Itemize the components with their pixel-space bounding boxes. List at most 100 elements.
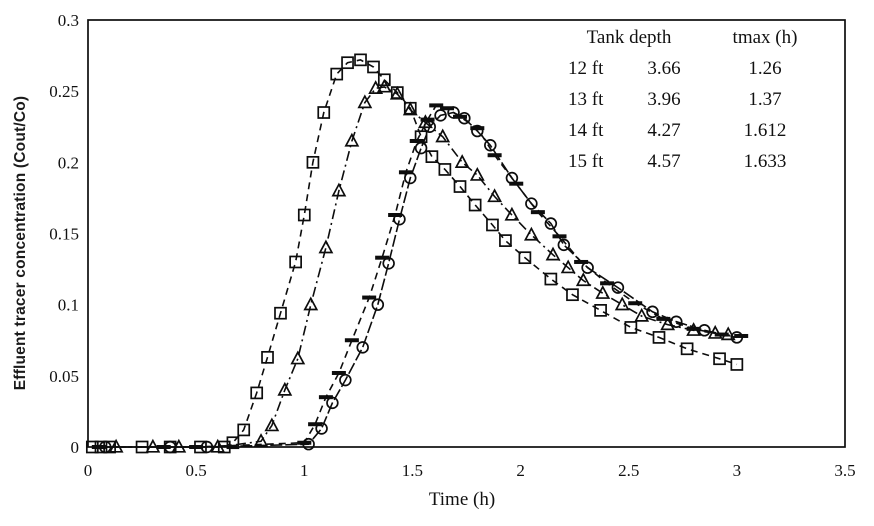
table-row-tmax-value: 1.633 bbox=[743, 151, 787, 172]
triangle-marker-icon bbox=[303, 296, 319, 311]
dash-marker-icon bbox=[429, 103, 444, 108]
inset-legend-table: Tank depth tmax (h) 12 ft 3.66 1.26 13 f… bbox=[556, 27, 828, 173]
x-tick-label: 1 bbox=[300, 461, 309, 480]
triangle-marker-icon bbox=[357, 94, 373, 109]
x-axis-title: Time (h) bbox=[428, 489, 496, 510]
circle-marker-icon bbox=[525, 197, 538, 210]
circle-marker-icon bbox=[371, 298, 385, 311]
square-marker-icon bbox=[713, 352, 726, 366]
dash-marker-icon bbox=[308, 422, 323, 427]
square-marker-icon bbox=[250, 386, 264, 400]
square-marker-icon bbox=[566, 288, 579, 302]
table-row-depth-value: 4.27 bbox=[647, 120, 681, 141]
triangle-marker-icon bbox=[277, 381, 293, 396]
inset-table-header-tmax: tmax (h) bbox=[732, 27, 798, 48]
triangle-marker-icon bbox=[634, 307, 650, 322]
y-tick-label: 0.15 bbox=[49, 225, 79, 244]
square-marker-icon bbox=[274, 306, 287, 320]
square-marker-icon bbox=[330, 67, 344, 81]
square-marker-icon bbox=[544, 272, 558, 286]
square-marker-icon bbox=[624, 321, 638, 334]
triangle-marker-icon bbox=[331, 182, 347, 197]
circle-marker-icon bbox=[484, 139, 497, 152]
dash-marker-icon bbox=[156, 445, 171, 449]
triangle-marker-icon bbox=[402, 101, 418, 116]
triangle-marker-icon bbox=[595, 285, 611, 299]
dash-marker-icon bbox=[344, 338, 359, 343]
square-marker-icon bbox=[377, 73, 391, 87]
square-marker-icon bbox=[367, 60, 380, 74]
series-line-14-ft bbox=[105, 111, 738, 448]
x-tick-label: 0 bbox=[84, 461, 93, 480]
dash-marker-icon bbox=[388, 212, 403, 217]
square-marker-icon bbox=[237, 423, 251, 437]
plot-border bbox=[87, 19, 846, 448]
dash-marker-icon bbox=[600, 281, 615, 286]
circle-marker-icon bbox=[646, 305, 659, 319]
series-line-13-ft bbox=[116, 86, 729, 448]
square-marker-icon bbox=[453, 180, 467, 193]
square-marker-icon bbox=[652, 331, 666, 344]
square-marker-icon bbox=[594, 304, 607, 317]
square-marker-icon bbox=[468, 198, 482, 212]
x-tick-label: 2 bbox=[516, 461, 525, 480]
square-marker-icon bbox=[226, 436, 240, 450]
dash-marker-icon bbox=[509, 181, 524, 186]
x-tick-label: 3.5 bbox=[834, 461, 855, 480]
triangle-marker-icon bbox=[454, 154, 470, 168]
dash-marker-icon bbox=[375, 255, 390, 260]
triangle-marker-icon bbox=[264, 417, 280, 432]
dash-marker-icon bbox=[656, 316, 671, 321]
square-marker-icon bbox=[341, 56, 354, 70]
y-axis-title: Effluent tracer concentration (Cout/Co) bbox=[12, 95, 29, 391]
circle-marker-icon bbox=[414, 141, 428, 155]
square-marker-icon bbox=[297, 208, 311, 222]
dash-marker-icon bbox=[574, 259, 589, 264]
table-row-depth-label: 12 ft bbox=[568, 58, 604, 79]
table-row-depth-value: 3.96 bbox=[647, 89, 681, 110]
table-row-tmax-value: 1.37 bbox=[748, 89, 782, 110]
triangle-marker-icon bbox=[560, 259, 576, 274]
table-row-depth-label: 15 ft bbox=[568, 151, 604, 172]
x-tick-label: 3 bbox=[733, 461, 742, 480]
square-marker-icon bbox=[486, 218, 499, 232]
triangle-marker-icon bbox=[469, 166, 485, 181]
dash-marker-icon bbox=[734, 333, 749, 338]
y-tick-label: 0.2 bbox=[58, 153, 79, 172]
square-marker-icon bbox=[518, 251, 532, 265]
dash-marker-icon bbox=[686, 326, 701, 331]
dash-marker-icon bbox=[628, 301, 643, 306]
triangle-marker-icon bbox=[614, 296, 630, 311]
dash-marker-icon bbox=[420, 117, 435, 122]
table-row-depth-label: 14 ft bbox=[568, 120, 604, 141]
square-marker-icon bbox=[425, 150, 439, 163]
square-marker-icon bbox=[317, 106, 331, 119]
table-row-tmax-value: 1.612 bbox=[743, 120, 787, 141]
triangle-marker-icon bbox=[504, 206, 520, 221]
triangle-marker-icon bbox=[575, 272, 591, 287]
dash-marker-icon bbox=[91, 445, 106, 449]
table-row-depth-value: 3.66 bbox=[647, 58, 681, 79]
x-tick-label: 0.5 bbox=[186, 461, 207, 480]
x-axis-tick-labels: 0 0.5 1 1.5 2 2.5 3 3.5 bbox=[84, 461, 856, 480]
square-marker-icon bbox=[730, 358, 744, 371]
circle-marker-icon bbox=[471, 124, 484, 138]
triangle-marker-icon bbox=[435, 128, 451, 143]
inset-table-header-tank-depth: Tank depth bbox=[586, 27, 672, 48]
triangle-marker-icon bbox=[290, 350, 306, 365]
square-marker-icon bbox=[306, 155, 320, 169]
circle-marker-icon bbox=[356, 341, 369, 354]
triangle-marker-icon bbox=[545, 246, 561, 261]
triangle-marker-icon bbox=[344, 132, 360, 147]
dash-marker-icon bbox=[409, 138, 424, 143]
dash-marker-icon bbox=[440, 106, 455, 111]
square-marker-icon bbox=[354, 53, 367, 67]
triangle-marker-icon bbox=[368, 80, 384, 94]
dash-marker-icon bbox=[189, 445, 204, 449]
table-row-depth-value: 4.57 bbox=[647, 151, 681, 172]
dash-marker-icon bbox=[530, 210, 545, 215]
dash-marker-icon bbox=[453, 114, 468, 119]
square-marker-icon bbox=[680, 342, 694, 356]
